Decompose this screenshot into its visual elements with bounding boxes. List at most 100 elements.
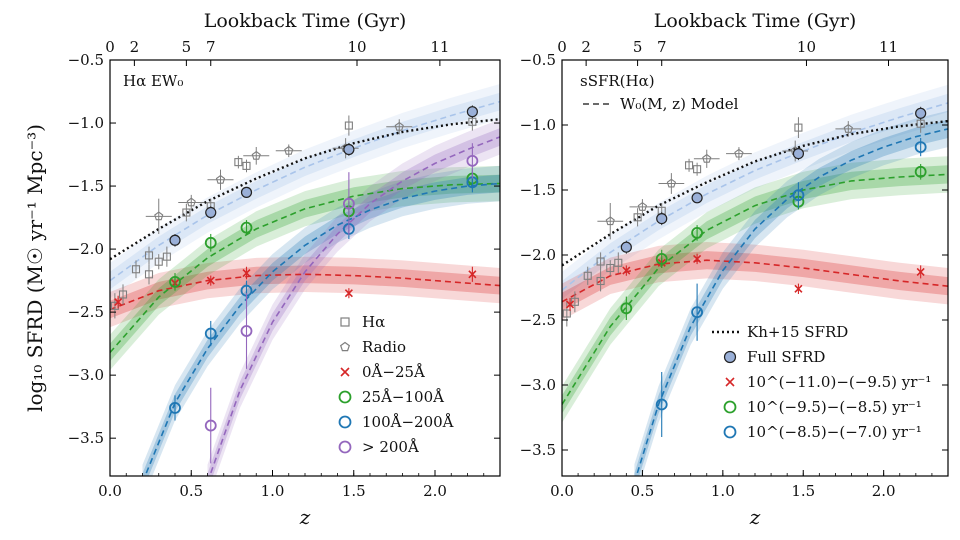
halpha-point [693, 165, 702, 174]
right-points [565, 106, 927, 437]
halpha-point [606, 263, 615, 273]
x-tick-label: 2.0 [872, 482, 896, 500]
top-tick-label: 11 [879, 38, 898, 56]
top-axis-label-right: Lookback Time (Gyr) [654, 10, 857, 32]
series-1-point [240, 221, 253, 234]
full-sfrd-point [466, 106, 478, 118]
full-sfrd-band-outer [110, 84, 500, 299]
series-2-band-outer [634, 110, 948, 476]
top-axis-label-left: Lookback Time (Gyr) [204, 10, 407, 32]
top-tick-label: 0 [105, 38, 115, 56]
x-tick-label: 0.0 [550, 482, 574, 500]
left-ticks: 0.0 0.5 1.0 1.5 2.0 −3.5 −3.0 −2.5 −2.0 −1.5 −1.0 −… [68, 38, 500, 500]
halpha-point [242, 161, 251, 170]
series-0-point [794, 284, 803, 293]
halpha-point [685, 161, 694, 170]
radio-point [702, 153, 712, 163]
legend-label: Radio [362, 338, 406, 356]
y-tick-label: −2.0 [520, 246, 556, 264]
legend-label: 10^(−8.5)−(−7.0) yr⁻¹ [747, 423, 922, 441]
halpha-point [131, 265, 141, 274]
legend-label: > 200Å [362, 438, 419, 456]
top-tick-label: 2 [130, 38, 140, 56]
legend-circle-marker [723, 425, 737, 439]
x-tick-label: 1.0 [261, 482, 285, 500]
y-tick-label: −2.0 [68, 240, 104, 258]
halpha-point [468, 117, 477, 126]
series-0-band-outer [562, 242, 948, 320]
x-tick-label: 1.0 [711, 482, 735, 500]
radio-point [215, 174, 226, 184]
series-0-band-outer [110, 256, 500, 328]
y-tick-label: −0.5 [68, 51, 104, 69]
y-tick-label: −3.0 [68, 366, 104, 384]
left-bands [110, 84, 500, 476]
series-2-point [691, 306, 703, 319]
full-sfrd-point [620, 241, 632, 253]
x-tick-label: 1.5 [791, 482, 815, 500]
left-corner-label: Hα EW₀ [123, 72, 183, 90]
series-2-point [792, 189, 805, 202]
legend-model-label: W₀(M, z) Model [620, 95, 739, 113]
series-3-point [342, 197, 355, 210]
radio-point [251, 150, 261, 160]
halpha-point [794, 123, 803, 132]
halpha-point [234, 158, 243, 167]
series-2-point [204, 327, 217, 340]
halpha-point [570, 297, 579, 306]
top-tick-label: 10 [797, 38, 816, 56]
left-legend: Hα Radio 0Å−25Å 25Å−100Å 100Å−200Å > 200Å [338, 313, 454, 456]
x-tick-label: 0.0 [98, 482, 122, 500]
halpha-point [344, 121, 353, 130]
full-sfrd-point [169, 234, 181, 246]
y-tick-label: −2.5 [68, 303, 104, 321]
full-sfrd-point [205, 206, 217, 219]
legend-radio-marker [339, 341, 351, 352]
series-0-point [344, 289, 353, 298]
radio-point [605, 216, 615, 226]
top-tick-label: 0 [557, 38, 567, 56]
x-tick-label: 1.5 [342, 482, 366, 500]
top-tick-label: 7 [657, 38, 667, 56]
top-tick-label: 10 [347, 38, 366, 56]
y-tick-label: −1.5 [520, 181, 556, 199]
series-0-point [622, 266, 631, 275]
full-sfrd-point [691, 192, 703, 204]
series-2-band-inner [634, 119, 948, 476]
halpha-point [118, 290, 128, 299]
top-tick-label: 2 [581, 38, 591, 56]
y-tick-label: −3.0 [520, 376, 556, 394]
legend-circle-marker [338, 415, 352, 429]
series-1-band-outer [562, 156, 948, 423]
full-sfrd-point [656, 213, 668, 225]
series-1-band-inner [562, 165, 948, 414]
halpha-point [583, 271, 592, 280]
halpha-point [182, 208, 191, 217]
series-2-band-outer [142, 165, 500, 476]
series-1-band-inner [110, 174, 500, 362]
legend-label: 10^(−9.5)−(−8.5) yr⁻¹ [747, 398, 922, 416]
full-sfrd-model-line [110, 100, 500, 282]
legend-label: 25Å−100Å [362, 388, 444, 406]
kh15-line [110, 118, 500, 261]
series-0-point [242, 268, 251, 278]
series-3-model-line [208, 136, 500, 476]
top-tick-label: 7 [206, 38, 216, 56]
series-0-point [565, 300, 575, 309]
legend-circle-marker [338, 440, 352, 454]
full-sfrd-point [915, 107, 927, 119]
radio-point [394, 121, 404, 131]
legend-halpha-marker [340, 317, 350, 327]
full-sfrd-band-outer [562, 84, 948, 309]
legend-label: Kh+15 SFRD [747, 323, 848, 341]
right-legend: Kh+15 SFRD Full SFRD 10^(−11.0)−(−9.5) yr⁻… [712, 323, 931, 441]
series-1-point [204, 236, 217, 249]
legend-filled-marker [723, 350, 737, 364]
y-tick-label: −3.5 [68, 429, 104, 447]
radio-point [734, 148, 744, 158]
halpha-point [144, 270, 154, 279]
series-1-point [620, 302, 633, 315]
x-tick-label: 0.5 [179, 482, 203, 500]
right-model-legend: W₀(M, z) Model [583, 95, 739, 113]
